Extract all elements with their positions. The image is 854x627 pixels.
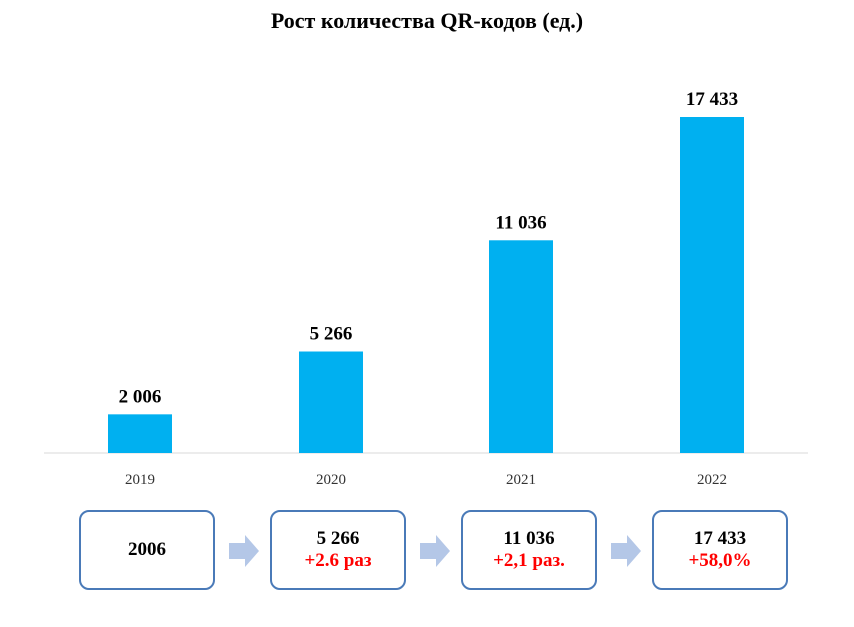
bar-chart: 2 006 2019 5 266 2020 11 036 2021 17 433 2022 (44, 89, 808, 488)
summary-change: +2.6 раз (304, 550, 372, 571)
chart-title: Рост количества QR-кодов (ед.) (270, 8, 584, 33)
summary-box-2021: 11 036 +2,1 раз. (461, 510, 597, 590)
summary-box-2020: 5 266 +2.6 раз (270, 510, 406, 590)
summary-box-2019: 2006 (79, 510, 215, 590)
bar-2019 (108, 414, 172, 453)
x-tick-label-2022: 2022 (697, 472, 727, 488)
summary-value: 2006 (128, 539, 166, 560)
data-label-2020: 5 266 (310, 324, 353, 345)
bar-2021 (489, 240, 553, 453)
data-label-2021: 11 036 (495, 212, 546, 233)
x-tick-label-2020: 2020 (316, 472, 346, 488)
bar-2022 (680, 117, 744, 453)
data-label-2022: 17 433 (686, 89, 738, 110)
summary-value: 5 266 (316, 528, 360, 549)
summary-change: +58,0% (688, 550, 752, 571)
summary-box-2022: 17 433 +58,0% (652, 510, 788, 590)
summary-change: +2,1 раз. (493, 550, 565, 571)
x-tick-label-2021: 2021 (506, 472, 536, 488)
arrow-right-icon (611, 535, 641, 567)
data-label-2019: 2 006 (119, 386, 162, 407)
summary-value: 11 036 (503, 528, 555, 549)
summary-value: 17 433 (693, 528, 747, 549)
arrow-right-icon (420, 535, 450, 567)
x-tick-label-2019: 2019 (125, 472, 155, 488)
arrow-right-icon (229, 535, 259, 567)
bar-2020 (299, 351, 363, 453)
